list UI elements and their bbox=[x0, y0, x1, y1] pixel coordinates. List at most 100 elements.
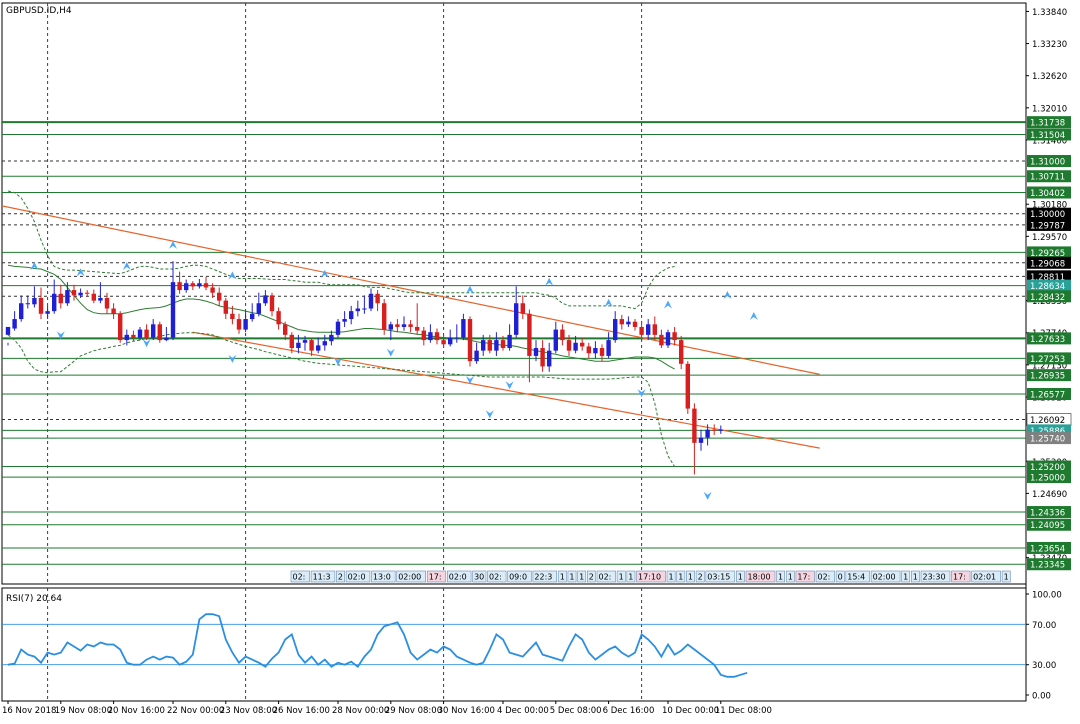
fractal-down-arrow bbox=[485, 410, 494, 419]
level-price-box-label: 1.23654 bbox=[1030, 544, 1065, 554]
candle-body bbox=[236, 319, 242, 330]
candle-body bbox=[177, 282, 182, 291]
timestamp-tag bbox=[666, 570, 676, 583]
time-tick-label: 26 Nov 16:00 bbox=[273, 706, 330, 716]
candle bbox=[375, 290, 380, 312]
candle-body bbox=[712, 429, 717, 431]
timestamp-tag bbox=[776, 570, 785, 583]
timestamp-tag bbox=[705, 570, 736, 583]
time-tick-label: 19 Nov 08:00 bbox=[55, 706, 112, 716]
timestamp-tag bbox=[951, 570, 971, 583]
timestamp-tag bbox=[567, 570, 577, 583]
timestamp-tag-label: 17: bbox=[953, 573, 966, 582]
candle-body bbox=[91, 293, 96, 301]
candle bbox=[448, 329, 453, 347]
price-tick-label: 1.27130 bbox=[1032, 361, 1067, 371]
timestamp-tag bbox=[686, 570, 695, 583]
candle bbox=[692, 403, 697, 475]
rsi-line bbox=[7, 613, 748, 678]
candle bbox=[230, 305, 235, 325]
level-price-box-label: 1.30711 bbox=[1030, 173, 1065, 183]
fractal-down-arrow bbox=[466, 375, 474, 384]
candle-body bbox=[428, 332, 433, 341]
candle bbox=[467, 316, 473, 367]
timestamp-tag bbox=[1001, 570, 1011, 583]
candle-body bbox=[164, 337, 169, 341]
candle-body bbox=[401, 324, 407, 327]
price-tick-label: 1.30180 bbox=[1032, 201, 1067, 211]
candle bbox=[566, 334, 572, 356]
candle bbox=[685, 361, 690, 414]
main-plot bbox=[2, 3, 1026, 584]
time-tick-label: 20 Nov 16:00 bbox=[108, 706, 165, 716]
level-price-box-label: 1.24095 bbox=[1030, 521, 1065, 531]
level-price-box bbox=[1027, 432, 1071, 445]
timestamp-tag-label: 09:0 bbox=[509, 573, 527, 582]
candle bbox=[547, 342, 552, 372]
candle-body bbox=[573, 342, 578, 351]
candle-body bbox=[190, 283, 195, 287]
timestamp-tag-label: 02:0 bbox=[348, 573, 366, 582]
candle bbox=[118, 311, 123, 343]
candle bbox=[45, 305, 50, 320]
timestamp-tag-label: 11:3 bbox=[313, 573, 331, 582]
timestamp-tag bbox=[920, 570, 951, 583]
level-price-box bbox=[1027, 460, 1071, 473]
candle-body bbox=[256, 303, 261, 314]
candle-body bbox=[467, 319, 473, 362]
candle-body bbox=[355, 308, 360, 312]
timestamp-tag bbox=[835, 570, 845, 583]
level-price-box-label: 1.26935 bbox=[1030, 372, 1065, 382]
level-price-box bbox=[1027, 116, 1071, 129]
candle bbox=[78, 288, 83, 298]
level-price-box bbox=[1027, 207, 1071, 220]
level-price-box-label: 1.29068 bbox=[1030, 259, 1065, 269]
candle-body bbox=[619, 319, 624, 325]
candle bbox=[672, 326, 677, 346]
level-price-box-label: 1.29787 bbox=[1030, 221, 1065, 231]
candle-body bbox=[408, 324, 413, 327]
timestamp-tag-label: 17:10 bbox=[638, 573, 661, 582]
candle bbox=[553, 321, 558, 354]
candle-body bbox=[118, 313, 123, 341]
level-price-box bbox=[1027, 290, 1071, 303]
timestamp-tag bbox=[336, 570, 345, 583]
fractal-down-arrow bbox=[505, 381, 514, 390]
timestamp-tag-label: 1 bbox=[778, 573, 783, 582]
timestamp-tag bbox=[557, 570, 567, 583]
candle bbox=[718, 425, 723, 434]
candle bbox=[494, 332, 499, 356]
candle bbox=[712, 424, 717, 435]
candle bbox=[454, 324, 459, 343]
candle-body bbox=[487, 340, 492, 351]
candle bbox=[599, 344, 605, 362]
candle bbox=[131, 330, 136, 342]
price-tick-label: 1.31400 bbox=[1032, 136, 1067, 146]
candle bbox=[38, 287, 44, 320]
candle bbox=[91, 289, 96, 304]
candle-body bbox=[329, 334, 334, 342]
candle bbox=[368, 288, 374, 312]
candle-body bbox=[296, 342, 301, 349]
candle bbox=[71, 284, 77, 301]
candle bbox=[250, 303, 255, 322]
symbol-label: GBPUSD.ID,H4 bbox=[6, 6, 72, 16]
candle bbox=[507, 324, 512, 351]
timestamp-tag-label: 15:4 bbox=[847, 573, 865, 582]
timestamp-tag-label: 02:01 bbox=[973, 573, 996, 582]
timestamp-tag bbox=[695, 570, 705, 583]
candle bbox=[606, 332, 611, 359]
level-price-box bbox=[1027, 332, 1071, 345]
rsi-label: RSI(7) 20.64 bbox=[6, 594, 62, 604]
candle-body bbox=[388, 324, 393, 330]
candle bbox=[428, 324, 433, 343]
timestamp-tag-label: 1 bbox=[678, 573, 683, 582]
fractal-up-arrow bbox=[228, 271, 237, 280]
candle-body bbox=[197, 283, 202, 287]
timestamp-tag bbox=[396, 570, 427, 583]
fractal-up-arrow bbox=[30, 262, 39, 271]
candle bbox=[527, 309, 532, 383]
candle bbox=[659, 329, 664, 349]
timestamp-tag-label: 30 bbox=[474, 573, 484, 582]
